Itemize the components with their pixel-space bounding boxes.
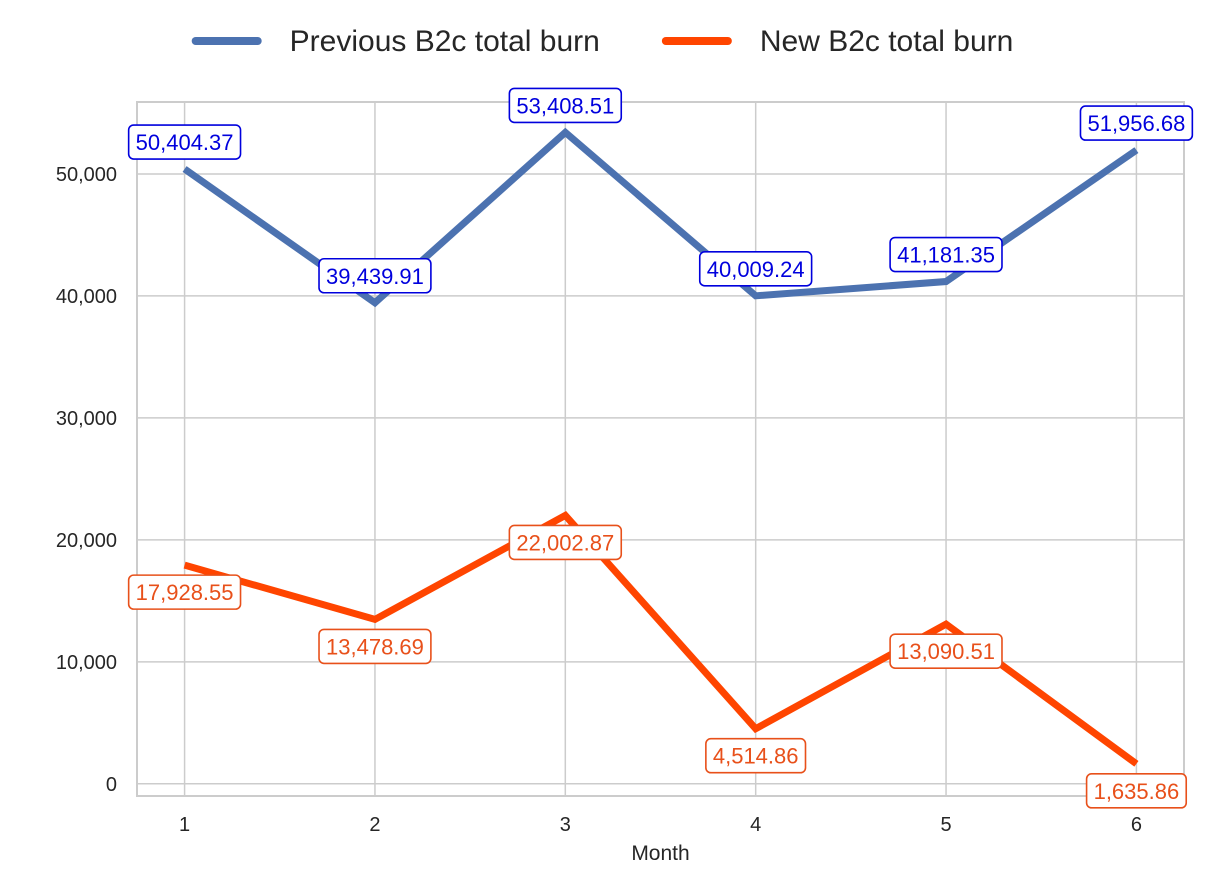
data-label-box: [889, 633, 1003, 669]
legend-label: New B2c total burn: [760, 25, 1013, 58]
data-label: 53,408.51: [508, 87, 623, 124]
x-tick-label: 1: [179, 814, 190, 836]
data-label-text: 53,408.51: [516, 93, 614, 118]
data-label: 1,635.86: [1085, 773, 1188, 809]
data-label: 13,478.69: [318, 628, 432, 665]
data-label-text: 50,404.37: [136, 130, 234, 155]
series-layer: [182, 127, 1139, 767]
data-label-box: [127, 124, 242, 160]
data-label-text: 40,009.24: [707, 257, 805, 282]
data-label: 51,956.68: [1079, 105, 1194, 141]
data-label-text: 4,514.86: [713, 744, 799, 769]
legend-label: Previous B2c total burn: [290, 25, 600, 58]
y-tick-label: 20,000: [56, 530, 117, 552]
x-tick-label: 5: [940, 814, 951, 836]
data-label: 4,514.86: [705, 737, 807, 774]
data-label: 39,439.91: [318, 257, 432, 294]
grid-lines: [137, 102, 1184, 796]
x-tick-label: 6: [1131, 814, 1142, 836]
plot-frame: [136, 101, 1185, 797]
data-label-text: 13,090.51: [897, 639, 995, 664]
data-label: 41,181.35: [889, 236, 1003, 273]
x-tick-label: 4: [750, 814, 761, 836]
data-label-box: [127, 574, 242, 610]
data-label-box: [318, 628, 432, 665]
tick-labels-layer: 1 2 3 4 5 6 0 10,000 20,000 30,000 40,000 50,000: [56, 164, 1142, 836]
x-axis-label: Month: [631, 842, 689, 865]
y-tick-label: 40,000: [56, 286, 117, 308]
data-label-text: 51,956.68: [1087, 111, 1185, 136]
legend-item: New B2c total burn: [661, 25, 1013, 58]
y-tick-label: 30,000: [56, 408, 117, 430]
data-label: 22,002.87: [508, 524, 623, 561]
data-label-text: 1,635.86: [1094, 779, 1180, 804]
data-label-box: [1079, 105, 1194, 141]
data-labels-layer: 50,404.37 39,439.91 53,408.51 40,009.24 41,1…: [127, 87, 1194, 809]
data-label: 13,090.51: [889, 633, 1003, 669]
x-tick-label: 3: [560, 814, 571, 836]
data-label-box: [889, 236, 1003, 273]
data-label-text: 13,478.69: [326, 634, 424, 659]
data-label: 40,009.24: [698, 251, 813, 287]
legend: Previous B2c total burn New B2c total bur…: [191, 25, 1013, 58]
data-label-text: 41,181.35: [897, 243, 995, 268]
data-label-box: [705, 737, 807, 774]
data-label-text: 17,928.55: [136, 580, 234, 605]
data-label-box: [318, 257, 432, 294]
x-tick-label: 2: [369, 814, 380, 836]
data-label: 17,928.55: [127, 574, 242, 610]
data-label-box: [508, 524, 623, 561]
data-label-box: [508, 87, 623, 124]
data-label-box: [1085, 773, 1188, 809]
legend-item: Previous B2c total burn: [191, 25, 600, 58]
y-tick-label: 10,000: [56, 652, 117, 674]
y-tick-label: 0: [106, 774, 117, 796]
y-tick-label: 50,000: [56, 164, 117, 186]
data-label-text: 39,439.91: [326, 264, 424, 289]
data-label: 50,404.37: [127, 124, 242, 160]
data-label-box: [698, 251, 813, 287]
data-label-text: 22,002.87: [516, 530, 614, 555]
